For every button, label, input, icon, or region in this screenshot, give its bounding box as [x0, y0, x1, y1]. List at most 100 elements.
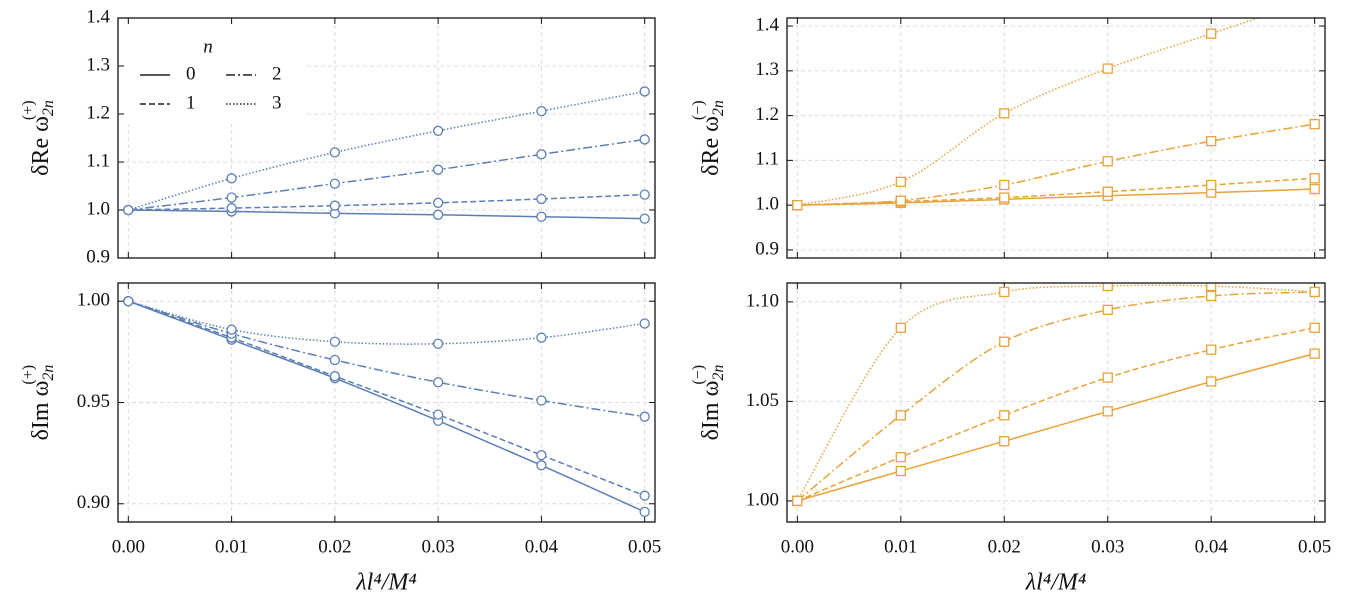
y-label-sub: 2n	[40, 365, 57, 381]
line	[797, 327, 1315, 502]
y-tick-label: 1.1	[755, 149, 779, 170]
marker	[999, 179, 1010, 191]
y-label-main: δRe ω	[28, 116, 54, 176]
marker	[792, 495, 803, 507]
x-axis-label: λl⁴/M⁴	[355, 570, 416, 596]
plot-frame	[117, 17, 656, 259]
y-tick-label: 1.0	[755, 194, 779, 215]
plot-frame	[117, 282, 656, 523]
y-label-sup: (−)	[690, 365, 707, 385]
line	[128, 300, 645, 497]
y-axis-label: δRe ω2n(−)	[690, 100, 727, 176]
marker	[895, 322, 906, 333]
y-label-main: δIm ω	[698, 381, 724, 441]
y-label-sub: 2n	[40, 100, 57, 116]
marker	[1309, 322, 1320, 333]
legend-label: 1	[186, 92, 196, 113]
marker	[639, 134, 650, 145]
marker	[999, 192, 1010, 203]
marker	[895, 176, 906, 188]
y-tick-label: 0.90	[77, 492, 110, 513]
x-tick-label: 0.02	[318, 536, 351, 557]
series	[792, 283, 1320, 507]
marker	[226, 324, 237, 335]
y-tick-label: 1.00	[77, 290, 110, 311]
y-tick-label: 1.4	[755, 14, 779, 35]
line	[128, 193, 645, 211]
panel: 0.00 0.01 0.02 0.03 0.04 0.05 1.00 1.05 1.10 δIm …	[690, 282, 1331, 596]
marker	[1206, 376, 1217, 387]
marker	[895, 195, 906, 206]
panel: 0.9 1.0 1.1 1.2 1.3 1.4 δRe ω2n(−)	[690, 0, 1326, 259]
x-axis-label: λl⁴/M⁴	[1025, 570, 1086, 596]
y-axis-label: δRe ω2n(+)	[20, 100, 57, 176]
marker	[999, 436, 1010, 447]
marker	[1206, 290, 1217, 302]
series	[123, 296, 650, 422]
legend-label: 3	[272, 92, 282, 113]
marker	[1206, 283, 1217, 292]
marker	[895, 410, 906, 421]
marker	[536, 105, 547, 117]
marker	[639, 318, 650, 329]
y-tick-label: 0.9	[755, 238, 779, 259]
y-label-sub: 2n	[710, 365, 727, 381]
x-tick-label: 0.03	[422, 536, 455, 557]
marker	[432, 377, 444, 388]
line	[796, 291, 1315, 502]
y-tick-label: 1.10	[746, 290, 779, 311]
line	[128, 300, 645, 345]
marker	[639, 411, 650, 422]
y-tick-label: 1.05	[746, 390, 779, 411]
marker	[895, 451, 906, 463]
marker	[792, 200, 803, 211]
y-label-main: δRe ω	[698, 116, 724, 176]
marker	[1309, 183, 1320, 195]
y-tick-label: 1.2	[86, 102, 110, 123]
series	[792, 183, 1320, 211]
x-tick-label: 0.03	[1091, 536, 1124, 557]
marker	[1310, 0, 1319, 4]
y-label-sup: (+)	[20, 365, 37, 385]
marker	[999, 410, 1010, 421]
x-tick-label: 0.04	[1195, 536, 1229, 557]
marker	[432, 164, 444, 175]
marker	[1102, 186, 1113, 197]
marker	[536, 395, 547, 406]
marker	[639, 490, 650, 501]
y-tick-label: 1.1	[86, 150, 110, 171]
marker	[639, 506, 650, 518]
marker	[226, 173, 237, 184]
series	[123, 134, 650, 216]
marker	[226, 202, 237, 214]
y-tick-label: 1.4	[86, 6, 110, 27]
y-tick-label: 1.3	[755, 59, 779, 80]
line	[128, 90, 645, 211]
marker	[536, 211, 547, 222]
panel: 0.00 0.01 0.02 0.03 0.04 0.05 0.90 0.95 1.00 δIm …	[20, 282, 661, 596]
y-tick-label: 1.0	[86, 198, 110, 219]
y-tick-label: 1.2	[755, 104, 779, 125]
series	[792, 348, 1320, 507]
marker	[536, 450, 547, 461]
y-label-main: δIm ω	[28, 381, 54, 441]
series	[792, 322, 1320, 507]
series	[123, 189, 650, 216]
marker	[1102, 63, 1113, 74]
marker	[432, 197, 444, 208]
marker	[329, 200, 341, 211]
x-tick-label: 0.00	[781, 536, 814, 557]
series	[792, 286, 1320, 507]
line	[797, 18, 1261, 206]
marker	[639, 213, 650, 224]
marker	[999, 336, 1010, 347]
line	[797, 352, 1315, 502]
marker	[329, 147, 341, 158]
x-tick-label: 0.01	[215, 536, 248, 557]
x-tick-label: 0.04	[525, 536, 559, 557]
x-tick-label: 0.02	[988, 536, 1021, 557]
panel: 0.9 1.0 1.1 1.2 1.3 1.4 δRe ω2n(+) n0 1 2 3	[20, 6, 656, 267]
legend-title: n	[203, 36, 213, 57]
series	[123, 86, 650, 216]
